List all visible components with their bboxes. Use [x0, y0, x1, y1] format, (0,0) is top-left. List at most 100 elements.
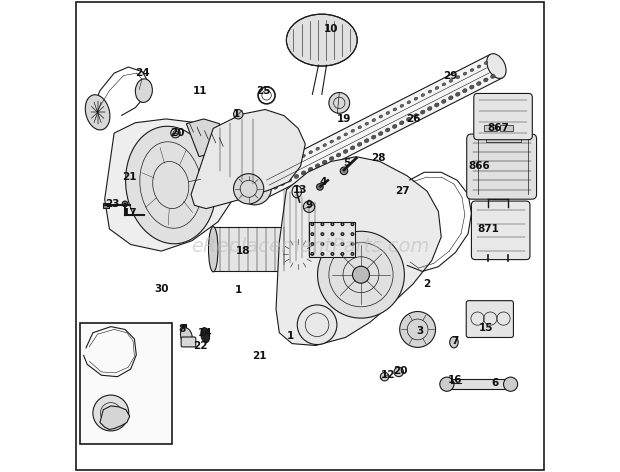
- Text: 30: 30: [154, 284, 169, 294]
- Text: 1: 1: [234, 285, 242, 295]
- Ellipse shape: [126, 126, 216, 244]
- Polygon shape: [187, 119, 223, 157]
- Ellipse shape: [414, 114, 418, 118]
- Ellipse shape: [435, 86, 439, 90]
- Text: 23: 23: [105, 199, 120, 209]
- Ellipse shape: [321, 243, 324, 245]
- Bar: [182, 324, 187, 337]
- Ellipse shape: [365, 122, 368, 125]
- Ellipse shape: [321, 223, 324, 226]
- Ellipse shape: [331, 233, 334, 236]
- Ellipse shape: [331, 253, 334, 255]
- Ellipse shape: [286, 14, 357, 66]
- Ellipse shape: [379, 115, 383, 118]
- FancyBboxPatch shape: [466, 301, 513, 337]
- Text: 17: 17: [122, 208, 137, 219]
- Text: 5: 5: [343, 158, 350, 168]
- Ellipse shape: [234, 110, 243, 119]
- Ellipse shape: [503, 377, 518, 391]
- Ellipse shape: [180, 328, 192, 345]
- Text: 867: 867: [487, 123, 509, 134]
- Ellipse shape: [170, 128, 180, 138]
- Ellipse shape: [323, 143, 327, 147]
- Bar: [500, 125, 513, 131]
- Ellipse shape: [273, 185, 278, 189]
- Ellipse shape: [311, 243, 314, 245]
- Text: 16: 16: [448, 375, 463, 385]
- Text: 866: 866: [468, 161, 490, 171]
- Ellipse shape: [280, 182, 285, 185]
- Ellipse shape: [421, 93, 425, 97]
- Ellipse shape: [378, 132, 383, 135]
- Ellipse shape: [294, 175, 299, 178]
- Ellipse shape: [303, 201, 315, 212]
- Text: 8: 8: [178, 324, 185, 335]
- FancyBboxPatch shape: [181, 337, 196, 347]
- Ellipse shape: [440, 377, 454, 391]
- Ellipse shape: [246, 175, 270, 198]
- Ellipse shape: [301, 171, 306, 175]
- Ellipse shape: [490, 75, 495, 78]
- Ellipse shape: [399, 121, 404, 125]
- Ellipse shape: [341, 253, 344, 255]
- Ellipse shape: [448, 96, 453, 100]
- Ellipse shape: [311, 233, 314, 236]
- Bar: [484, 125, 497, 131]
- Ellipse shape: [365, 139, 369, 143]
- Text: 6: 6: [492, 378, 498, 388]
- Text: 21: 21: [122, 172, 137, 182]
- Ellipse shape: [311, 223, 314, 226]
- FancyBboxPatch shape: [467, 134, 536, 199]
- Ellipse shape: [344, 133, 348, 136]
- Text: 3: 3: [416, 326, 423, 337]
- Text: 20: 20: [393, 365, 408, 376]
- Ellipse shape: [329, 157, 334, 160]
- Text: 29: 29: [443, 71, 458, 82]
- Bar: [447, 379, 511, 389]
- Ellipse shape: [351, 223, 354, 226]
- Ellipse shape: [407, 117, 411, 121]
- FancyBboxPatch shape: [474, 93, 533, 140]
- Text: 1: 1: [233, 109, 241, 119]
- Text: 1: 1: [286, 331, 294, 341]
- Text: 20: 20: [170, 128, 184, 138]
- Ellipse shape: [350, 146, 355, 150]
- Text: 26: 26: [405, 114, 420, 124]
- Ellipse shape: [330, 140, 334, 143]
- Ellipse shape: [442, 83, 446, 86]
- Ellipse shape: [201, 328, 210, 343]
- Text: 4: 4: [319, 177, 327, 187]
- Ellipse shape: [135, 79, 153, 102]
- Text: 7: 7: [452, 336, 459, 346]
- Text: 21: 21: [252, 351, 266, 362]
- Ellipse shape: [394, 367, 404, 377]
- Ellipse shape: [400, 104, 404, 107]
- Ellipse shape: [449, 79, 453, 82]
- Ellipse shape: [351, 233, 354, 236]
- Ellipse shape: [86, 95, 110, 130]
- Ellipse shape: [441, 100, 446, 103]
- Text: 12: 12: [381, 370, 395, 380]
- Polygon shape: [191, 110, 305, 209]
- Polygon shape: [276, 157, 441, 346]
- Ellipse shape: [351, 253, 354, 255]
- Text: 13: 13: [293, 185, 307, 195]
- Text: 19: 19: [337, 114, 351, 124]
- Ellipse shape: [420, 110, 425, 114]
- Ellipse shape: [407, 101, 410, 104]
- Ellipse shape: [253, 179, 257, 182]
- Ellipse shape: [353, 266, 370, 283]
- Ellipse shape: [321, 253, 324, 255]
- Text: 9: 9: [306, 200, 312, 211]
- Ellipse shape: [285, 227, 297, 272]
- Ellipse shape: [477, 82, 481, 85]
- Text: 24: 24: [135, 68, 150, 78]
- Ellipse shape: [267, 172, 270, 175]
- Ellipse shape: [283, 239, 313, 269]
- Ellipse shape: [463, 89, 467, 93]
- Ellipse shape: [246, 183, 249, 186]
- Text: 871: 871: [477, 224, 499, 234]
- Text: 22: 22: [193, 340, 208, 351]
- Ellipse shape: [351, 243, 354, 245]
- Ellipse shape: [414, 97, 418, 100]
